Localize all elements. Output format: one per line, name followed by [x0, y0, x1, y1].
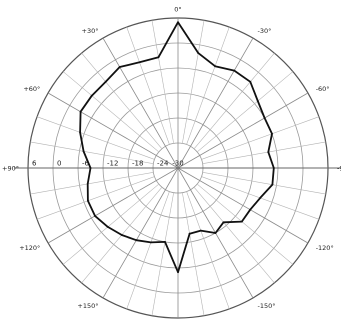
data-point — [89, 167, 92, 169]
data-point — [82, 150, 85, 153]
grid-spoke-minor — [196, 183, 294, 265]
grid-spoke-minor — [30, 141, 154, 164]
data-point — [240, 220, 243, 223]
data-point — [104, 80, 107, 83]
data-point — [197, 52, 200, 55]
data-point — [79, 131, 82, 134]
grid-spoke-minor — [193, 52, 275, 150]
data-point — [90, 94, 93, 97]
grid-spoke-minor — [30, 172, 154, 195]
angle-tick-label: -120° — [316, 244, 334, 252]
radial-tick-label: 6 — [32, 160, 37, 168]
grid-spoke-minor — [202, 172, 326, 195]
series-line — [79, 21, 275, 274]
data-point — [164, 240, 166, 243]
data-point — [271, 183, 274, 186]
data-point — [157, 56, 160, 59]
data-point — [188, 232, 191, 235]
grid-spoke-minor — [186, 26, 230, 145]
grid-spoke-minor — [196, 71, 294, 153]
data-point — [249, 208, 252, 211]
angle-tick-label: -150° — [258, 302, 276, 310]
data-point — [177, 271, 179, 274]
angle-tick-label: +120° — [19, 244, 40, 252]
data-point — [263, 117, 266, 119]
data-point — [177, 21, 179, 24]
grid-spoke-major — [102, 37, 179, 169]
data-point — [94, 215, 96, 217]
data-point — [79, 110, 82, 113]
angle-tick-label: -60° — [316, 85, 330, 93]
radial-tick-label: -24 — [157, 160, 169, 168]
data-point — [87, 199, 89, 202]
series-layer — [79, 21, 275, 274]
axis-labels: 0° -30° -60° -90 -120° -150° +/-180° +150° +120°… — [2, 6, 341, 325]
grid-spoke-major — [102, 167, 179, 299]
grid-spoke-minor — [182, 20, 205, 144]
angle-tick-label: +90° — [2, 165, 19, 173]
data-point — [120, 234, 123, 236]
angle-tick-label: +60° — [23, 85, 40, 93]
data-point — [271, 132, 273, 135]
grid-spoke-major — [47, 167, 179, 244]
angle-tick-label: +/-180° — [165, 324, 191, 325]
grid-spoke-major — [177, 167, 309, 244]
data-point — [259, 197, 262, 199]
grid-spoke-minor — [182, 192, 205, 316]
grid-spoke-minor — [201, 116, 320, 160]
data-point — [135, 239, 138, 242]
grid-spoke-minor — [62, 71, 160, 153]
data-point — [118, 66, 121, 68]
grid-spoke-minor — [151, 192, 174, 316]
grid-spoke-minor — [151, 20, 174, 144]
angle-tick-label: 0° — [174, 6, 181, 14]
radial-tick-label: -12 — [107, 160, 118, 168]
angle-tick-label: +30° — [82, 27, 99, 35]
data-point — [214, 232, 217, 234]
polar-grid — [14, 17, 341, 319]
data-point — [256, 100, 259, 102]
data-point — [272, 167, 275, 169]
data-point — [150, 241, 152, 244]
radial-tick-label: -30 — [172, 160, 183, 168]
radial-tick-label: 0 — [57, 160, 61, 168]
data-point — [138, 61, 141, 64]
data-point — [267, 151, 270, 153]
data-point — [249, 80, 252, 83]
grid-spoke-minor — [36, 176, 155, 220]
grid-spoke-minor — [186, 191, 230, 310]
grid-spoke-minor — [126, 191, 170, 310]
data-point — [214, 65, 216, 68]
data-point — [233, 69, 236, 72]
data-point — [222, 221, 225, 224]
angle-tick-label: -90 — [337, 165, 341, 173]
radial-tick-label: -6 — [82, 160, 90, 168]
grid-spoke-minor — [193, 186, 275, 284]
data-point — [106, 226, 109, 228]
grid-spoke-major — [47, 92, 179, 169]
grid-spoke-major — [177, 37, 254, 169]
radial-tick-label: -18 — [132, 160, 143, 168]
data-point — [86, 183, 89, 185]
grid-spoke-minor — [126, 26, 170, 145]
grid-spoke-minor — [62, 183, 160, 265]
angle-tick-label: +150° — [77, 302, 98, 310]
angle-tick-label: -30° — [258, 27, 272, 35]
grid-spoke-minor — [81, 52, 163, 150]
data-point — [199, 229, 202, 232]
grid-spoke-minor — [36, 116, 155, 160]
grid-spoke-major — [177, 92, 309, 169]
grid-spoke-minor — [202, 141, 326, 164]
